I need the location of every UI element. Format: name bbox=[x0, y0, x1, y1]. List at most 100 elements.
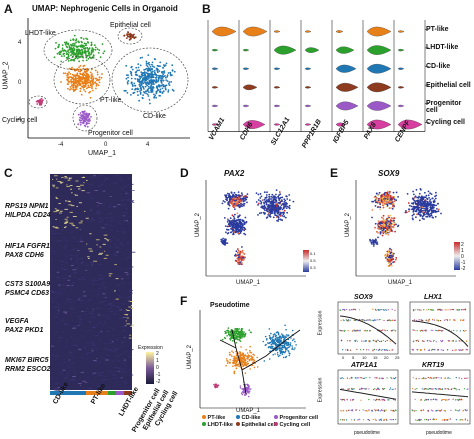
heatmap-cell bbox=[116, 239, 120, 241]
data-point bbox=[85, 119, 88, 121]
data-point bbox=[126, 33, 128, 35]
violin bbox=[273, 67, 281, 70]
data-point bbox=[72, 88, 74, 91]
data-point bbox=[273, 333, 276, 335]
data-point bbox=[146, 88, 149, 91]
data-point bbox=[281, 196, 284, 199]
data-point bbox=[145, 79, 148, 82]
data-point bbox=[130, 77, 133, 80]
data-point bbox=[139, 90, 141, 92]
data-point bbox=[392, 349, 394, 351]
heatmap-cell bbox=[128, 388, 130, 390]
data-point bbox=[145, 62, 148, 65]
data-point bbox=[84, 47, 87, 49]
data-point bbox=[277, 355, 280, 358]
data-point bbox=[374, 388, 376, 390]
violin bbox=[335, 122, 347, 127]
heatmap-cell bbox=[122, 227, 124, 229]
data-point bbox=[380, 340, 383, 342]
heatmap-cell bbox=[96, 284, 100, 285]
data-point bbox=[366, 349, 368, 351]
heatmap-cell bbox=[66, 186, 70, 187]
gene-list-line: HILPDA CD24 bbox=[5, 212, 51, 219]
data-point bbox=[379, 348, 381, 350]
data-point bbox=[417, 202, 420, 205]
data-point bbox=[88, 118, 91, 121]
data-point bbox=[425, 206, 428, 209]
data-point bbox=[382, 228, 385, 231]
data-point bbox=[242, 224, 244, 227]
data-point bbox=[228, 204, 231, 207]
data-point bbox=[389, 190, 391, 193]
heatmap-cell bbox=[98, 264, 103, 266]
data-point bbox=[75, 86, 78, 89]
heatmap-cell bbox=[126, 323, 131, 325]
data-point bbox=[242, 358, 245, 360]
data-point bbox=[376, 197, 378, 200]
data-point bbox=[244, 358, 246, 361]
data-point bbox=[235, 354, 238, 357]
data-point bbox=[393, 329, 395, 331]
data-point bbox=[125, 64, 128, 67]
data-point bbox=[397, 225, 399, 228]
data-point bbox=[234, 254, 236, 257]
data-point bbox=[277, 197, 280, 200]
data-point bbox=[287, 349, 289, 352]
data-point bbox=[264, 335, 267, 338]
heatmap-cell bbox=[108, 217, 110, 219]
data-point bbox=[227, 327, 230, 329]
heatmap-cell bbox=[129, 334, 132, 336]
data-point bbox=[358, 318, 361, 321]
heatmap-cell bbox=[70, 336, 73, 338]
data-point bbox=[165, 79, 168, 81]
data-point bbox=[67, 87, 69, 90]
heatmap-cell bbox=[99, 217, 101, 219]
data-point bbox=[98, 76, 101, 78]
data-point bbox=[386, 250, 389, 253]
data-point bbox=[424, 196, 427, 199]
data-point bbox=[417, 200, 420, 203]
data-point bbox=[433, 309, 435, 311]
heatmap-cell bbox=[103, 234, 108, 236]
data-point bbox=[123, 35, 125, 37]
heatmap-cell bbox=[71, 282, 75, 283]
heatmap-cell bbox=[87, 256, 90, 258]
heatmap-cell bbox=[110, 342, 113, 344]
data-point bbox=[238, 203, 240, 206]
data-point bbox=[405, 211, 408, 214]
data-point bbox=[379, 197, 382, 199]
data-point bbox=[234, 205, 237, 207]
data-point bbox=[226, 199, 228, 202]
heatmap-cell bbox=[67, 200, 71, 202]
heatmap-cell bbox=[126, 199, 130, 201]
data-point bbox=[392, 226, 395, 228]
heatmap-cell bbox=[55, 233, 59, 234]
data-point bbox=[127, 80, 130, 82]
data-point bbox=[82, 122, 84, 124]
data-point bbox=[433, 199, 436, 201]
data-point bbox=[60, 55, 63, 57]
data-point bbox=[282, 339, 285, 341]
data-point bbox=[65, 56, 68, 59]
legend-tick: -1 bbox=[461, 260, 466, 266]
heatmap-cell bbox=[59, 278, 61, 280]
legend-tick: -2 bbox=[156, 379, 161, 385]
data-point bbox=[79, 53, 82, 55]
data-point bbox=[69, 48, 71, 51]
data-point bbox=[286, 211, 288, 214]
heatmap-cell bbox=[125, 309, 128, 311]
data-point bbox=[395, 191, 398, 194]
heatmap-cell bbox=[51, 231, 54, 232]
data-point bbox=[249, 349, 251, 352]
data-point bbox=[224, 331, 227, 334]
data-point bbox=[166, 74, 169, 76]
heatmap-cell bbox=[65, 200, 67, 202]
data-point bbox=[448, 309, 450, 311]
data-point bbox=[134, 84, 137, 87]
data-point bbox=[391, 308, 393, 310]
violin bbox=[242, 120, 266, 129]
column-group-bar bbox=[50, 391, 86, 395]
data-point bbox=[433, 203, 435, 206]
data-point bbox=[430, 212, 432, 215]
data-point bbox=[131, 88, 134, 91]
